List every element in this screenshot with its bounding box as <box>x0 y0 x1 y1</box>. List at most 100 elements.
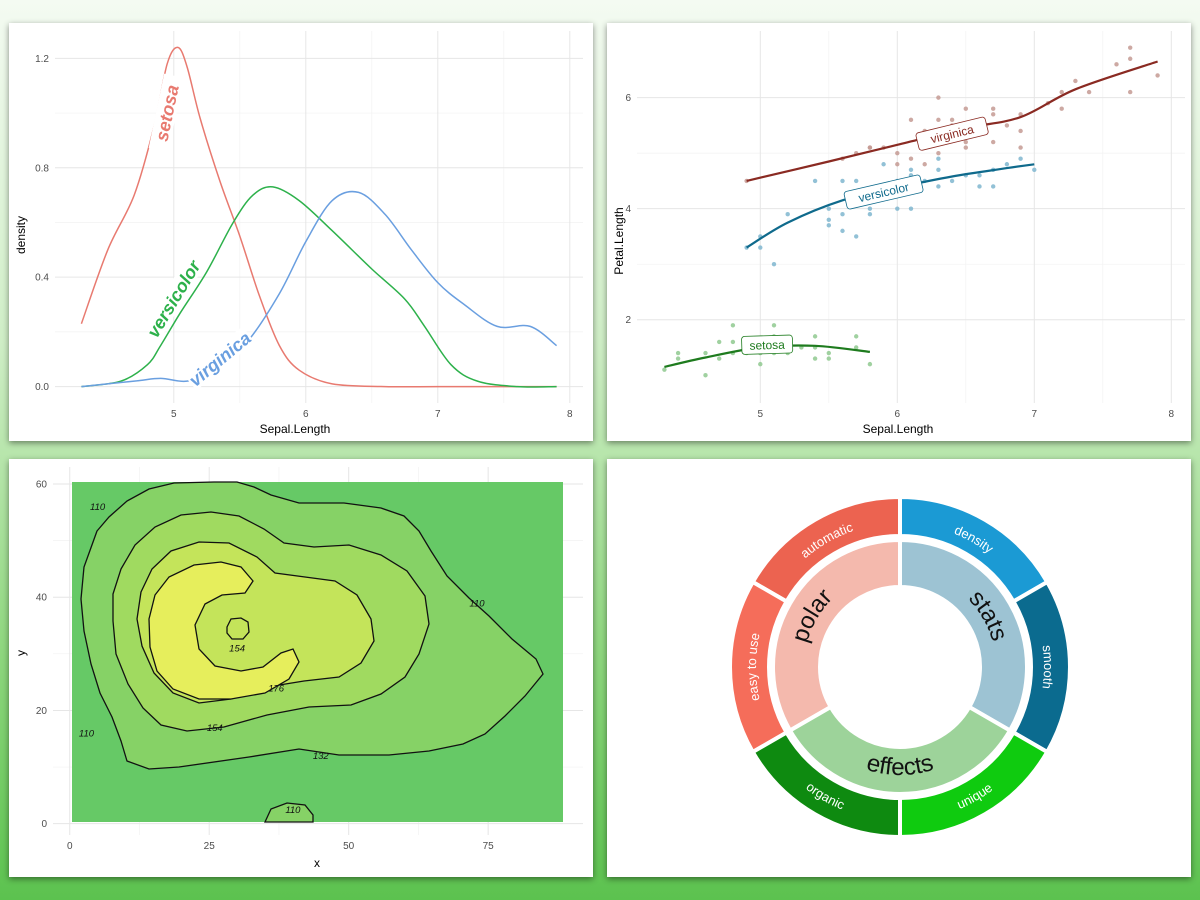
scatter-label-box <box>843 174 924 210</box>
y-tick-label: 60 <box>36 479 48 490</box>
scatter-point-virginica <box>1128 56 1133 61</box>
y-tick-label: 0 <box>41 819 47 830</box>
scatter-grid <box>637 31 1185 403</box>
scatter-point-virginica <box>867 145 873 150</box>
scatter-point-virginica <box>936 150 941 156</box>
scatter-point-virginica <box>1059 89 1064 95</box>
sunburst-outer-organic <box>750 729 902 840</box>
scatter-point-virginica <box>1073 78 1078 84</box>
density-y-axis-title: density <box>14 216 28 254</box>
contour-y-ticks: 0 20 40 60 <box>36 479 48 830</box>
density-label-bg <box>183 326 255 391</box>
scatter-point-virginica <box>1018 145 1023 150</box>
scatter-point-virginica <box>908 156 914 161</box>
contour-band-5 <box>148 561 300 700</box>
y-tick-label: 1.2 <box>35 54 49 65</box>
scatter-point-setosa <box>730 339 736 345</box>
scatter-x-ticks: 5 6 7 8 <box>758 409 1175 420</box>
contour-label: 110 <box>79 729 95 740</box>
scatter-label-setosa: setosa <box>749 338 785 353</box>
scatter-label-box <box>741 334 794 355</box>
scatter-point-versicolor <box>840 178 845 184</box>
scatter-point-virginica <box>1004 123 1010 128</box>
scatter-point-versicolor <box>840 228 845 234</box>
scatter-point-virginica <box>922 162 927 167</box>
contour-plot: 110 110 110 154 176 154 132 110 0 25 50 75 0 20 40 60… <box>14 467 583 870</box>
scatter-point-versicolor <box>1032 167 1037 173</box>
x-tick-label: 6 <box>895 409 901 420</box>
scatter-point-virginica <box>895 150 900 156</box>
scatter-point-versicolor <box>977 184 982 189</box>
scatter-point-versicolor <box>949 178 955 184</box>
contour-x-axis-title: x <box>314 856 320 870</box>
scatter-point-virginica <box>991 139 996 145</box>
scatter-point-virginica <box>908 117 914 123</box>
scatter-points <box>662 45 1160 378</box>
scatter-point-setosa <box>758 361 763 367</box>
y-tick-label: 2 <box>625 315 631 326</box>
scatter-point-virginica <box>963 106 968 111</box>
density-y-ticks: 0.0 0.4 0.8 1.2 <box>35 54 49 393</box>
contour-label: 154 <box>229 644 245 655</box>
scatter-point-versicolor <box>758 245 763 250</box>
scatter-point-versicolor <box>785 212 790 217</box>
y-tick-label: 20 <box>36 706 48 717</box>
scatter-point-virginica <box>1018 128 1023 134</box>
sunburst-outer-label-easy-to-use: easy to use <box>744 632 763 703</box>
scatter-point-virginica <box>1018 112 1023 117</box>
density-line-versicolor <box>81 186 557 388</box>
scatter-point-virginica <box>1114 62 1119 67</box>
scatter-point-setosa <box>826 356 831 361</box>
scatter-label-box <box>915 116 989 151</box>
scatter-point-versicolor <box>812 178 818 184</box>
scatter-point-versicolor <box>1004 162 1010 167</box>
contour-label: 154 <box>207 723 223 734</box>
scatter-point-setosa <box>730 323 736 328</box>
x-tick-label: 7 <box>435 409 441 420</box>
density-label-virginica: virginica <box>185 328 255 391</box>
scatter-point-setosa <box>717 339 722 345</box>
scatter-point-versicolor <box>936 184 941 189</box>
scatter-point-versicolor <box>771 261 777 267</box>
x-tick-label: 75 <box>483 841 495 852</box>
scatter-fit-lines <box>664 60 1158 368</box>
sunburst-inner-label-effects: effects <box>864 749 936 781</box>
scatter-fit-versicolor <box>746 163 1035 249</box>
scatter-point-virginica <box>936 95 941 100</box>
density-label-bg <box>144 260 202 337</box>
scatter-point-setosa <box>826 350 831 356</box>
density-line-virginica <box>81 190 558 388</box>
scatter-point-setosa <box>867 361 873 367</box>
scatter-point-setosa <box>717 356 722 361</box>
scatter-point-versicolor <box>1018 156 1023 161</box>
contour-label: 110 <box>469 598 485 609</box>
contour-plot-panel: 110 110 110 154 176 154 132 110 0 25 50 75 0 20 40 60… <box>9 459 593 877</box>
sunburst-panel: polar stats effects automatic easy to use den… <box>607 459 1191 877</box>
scatter-point-virginica <box>949 117 955 123</box>
sunburst-inner-stats <box>898 537 1029 734</box>
y-tick-label: 0.0 <box>35 382 49 393</box>
contour-label: 176 <box>268 683 285 694</box>
density-x-ticks: 5 6 7 8 <box>171 409 573 420</box>
scatter-point-versicolor <box>867 206 873 211</box>
scatter-point-versicolor <box>881 162 886 167</box>
scatter-point-versicolor <box>826 217 831 222</box>
scatter-point-setosa <box>703 373 708 378</box>
x-tick-label: 5 <box>171 409 177 420</box>
scatter-point-setosa <box>771 323 777 328</box>
scatter-point-virginica <box>991 112 996 117</box>
scatter-point-versicolor <box>977 173 982 178</box>
scatter-point-versicolor <box>826 223 831 228</box>
scatter-point-virginica <box>895 162 900 167</box>
scatter-point-virginica <box>1059 106 1064 111</box>
scatter-point-virginica <box>991 106 996 111</box>
density-label-bg <box>148 73 184 153</box>
contour-label: 110 <box>90 502 106 513</box>
density-grid <box>55 31 583 403</box>
scatter-point-setosa <box>675 356 681 361</box>
